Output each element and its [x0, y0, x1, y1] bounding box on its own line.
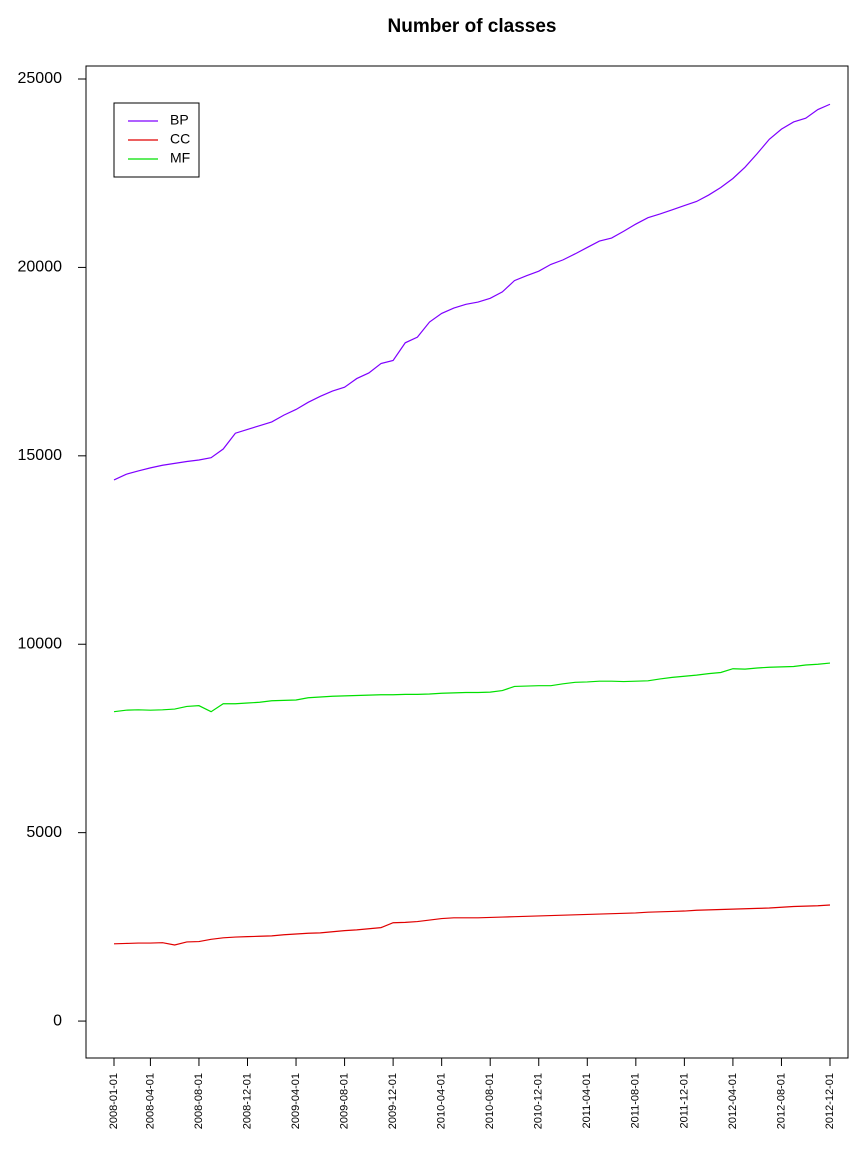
y-tick-label: 15000 — [18, 447, 63, 464]
y-tick-label: 25000 — [18, 70, 63, 87]
x-tick-label: 2008-08-01 — [193, 1073, 205, 1129]
x-tick-label: 2012-08-01 — [775, 1073, 787, 1129]
y-tick-label: 0 — [53, 1012, 62, 1029]
plot-frame — [85, 65, 849, 1059]
x-tick-label: 2010-04-01 — [436, 1073, 448, 1129]
x-tick-label: 2009-12-01 — [387, 1073, 399, 1129]
x-tick-label: 2008-12-01 — [241, 1073, 253, 1129]
legend-label: BP — [170, 112, 189, 128]
x-tick-label: 2010-08-01 — [484, 1073, 496, 1129]
x-tick-label: 2012-04-01 — [727, 1073, 739, 1129]
y-tick-label: 5000 — [26, 824, 62, 841]
series-line — [113, 662, 831, 713]
legend-label: MF — [170, 150, 190, 166]
x-tick-label: 2012-12-01 — [824, 1073, 836, 1129]
x-tick-label: 2009-04-01 — [290, 1073, 302, 1129]
x-tick-label: 2011-12-01 — [678, 1073, 690, 1128]
x-tick-label: 2008-04-01 — [144, 1073, 156, 1129]
x-tick-label: 2010-12-01 — [533, 1073, 545, 1129]
x-tick-label: 2011-04-01 — [581, 1073, 593, 1128]
series-line — [113, 904, 831, 946]
x-tick-label: 2011-08-01 — [630, 1073, 642, 1128]
y-tick-label: 10000 — [18, 635, 63, 652]
legend-label: CC — [170, 131, 190, 147]
y-tick-label: 20000 — [18, 259, 63, 276]
chart-title: Number of classes — [388, 16, 557, 37]
x-tick-label: 2009-08-01 — [338, 1073, 350, 1129]
series-line — [113, 103, 831, 481]
x-tick-label: 2008-01-01 — [108, 1073, 120, 1129]
